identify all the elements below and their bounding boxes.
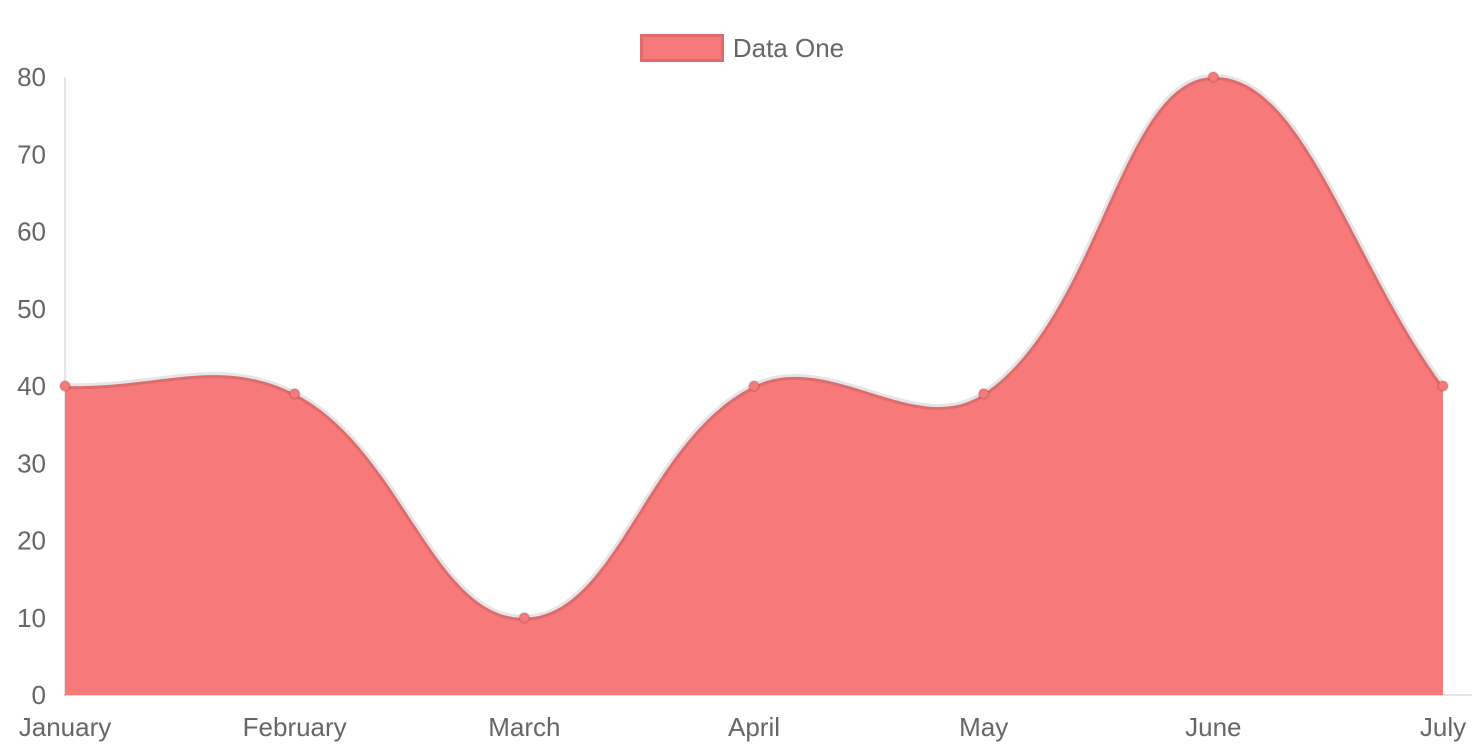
x-tick-label-july: July [1420, 712, 1466, 742]
x-tick-label-april: April [728, 712, 780, 742]
y-tick-label-20: 20 [17, 526, 46, 556]
y-tick-label-0: 0 [32, 680, 46, 710]
x-tick-label-may: May [959, 712, 1008, 742]
x-tick-label-january: January [19, 712, 112, 742]
y-tick-label-80: 80 [17, 62, 46, 92]
data-point-march[interactable] [518, 611, 531, 624]
legend-swatch-icon [639, 34, 724, 62]
legend: Data One [0, 33, 1484, 63]
series-line [62, 73, 1446, 621]
y-tick-label-60: 60 [17, 217, 46, 247]
data-point-june[interactable] [1207, 71, 1220, 83]
y-tick-label-50: 50 [17, 294, 46, 324]
y-tick-label-70: 70 [17, 139, 46, 169]
data-point-april[interactable] [748, 380, 760, 392]
x-tick-label-march: March [488, 712, 560, 742]
area-fill [65, 76, 1443, 696]
data-point-january[interactable] [59, 380, 71, 392]
data-point-may[interactable] [977, 387, 990, 400]
x-tick-label-june: June [1185, 712, 1241, 742]
y-tick-label-10: 10 [17, 603, 46, 633]
data-point-february[interactable] [288, 387, 301, 400]
y-tick-label-30: 30 [17, 448, 46, 478]
legend-label: Data One [732, 33, 845, 63]
data-point-july[interactable] [1437, 380, 1449, 392]
y-tick-label-40: 40 [17, 371, 46, 401]
legend-item-data-one[interactable]: Data One [639, 33, 845, 63]
x-tick-label-february: February [243, 712, 347, 742]
